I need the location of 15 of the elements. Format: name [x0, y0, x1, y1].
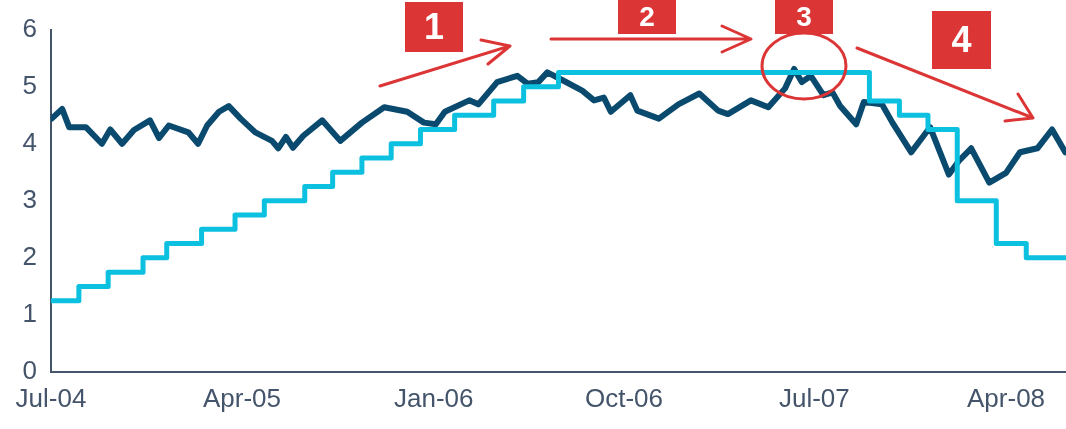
x-tick-label: Apr-05	[202, 382, 282, 413]
x-tick-label: Jan-06	[393, 382, 474, 413]
annotation: 4	[932, 11, 991, 69]
y-tick-label: 2	[22, 241, 37, 272]
y-tick-label: 5	[22, 69, 37, 100]
y-tick-label: 3	[22, 183, 37, 214]
y-tick-label: 6	[22, 12, 37, 43]
x-tick-label: Oct-06	[585, 382, 664, 413]
annotation: 1	[405, 2, 463, 52]
y-tick-label: 1	[22, 298, 37, 329]
y-tick-label: 4	[22, 126, 37, 157]
x-tick-label: Jul-07	[778, 382, 850, 413]
x-tick-label: Apr-08	[967, 382, 1046, 413]
annotation: 2	[618, 0, 676, 34]
annotation: 3	[775, 0, 833, 34]
